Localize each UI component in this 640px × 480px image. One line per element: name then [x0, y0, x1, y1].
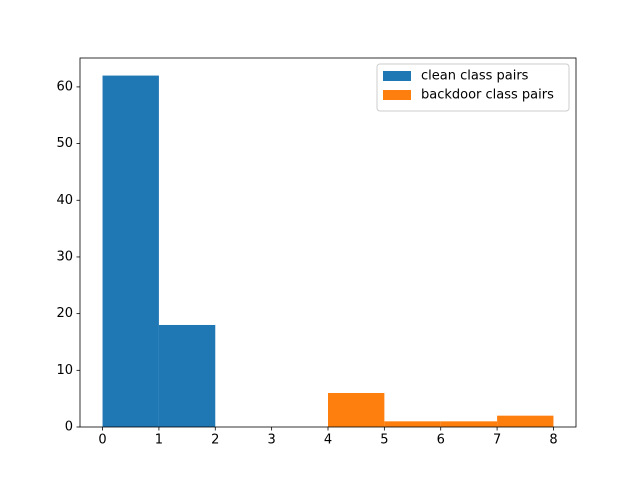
y-tick-label: 30 — [56, 249, 73, 264]
x-tick-label: 6 — [437, 433, 445, 448]
bar — [158, 324, 216, 427]
bar — [440, 421, 498, 427]
x-tick-label: 3 — [267, 433, 275, 448]
legend-swatch — [383, 90, 411, 100]
y-tick-label: 20 — [56, 306, 73, 321]
y-tick-label: 0 — [65, 420, 73, 435]
legend-label: backdoor class pairs — [421, 88, 554, 103]
x-tick-label: 5 — [380, 433, 388, 448]
axes-frame — [79, 57, 577, 428]
bar — [497, 415, 554, 427]
x-tick-label: 8 — [549, 433, 557, 448]
legend-label: clean class pairs — [421, 69, 529, 84]
bar — [328, 392, 385, 427]
bar — [102, 75, 159, 428]
x-tick-label: 0 — [98, 433, 106, 448]
x-tick-label: 4 — [324, 433, 332, 448]
legend-box — [376, 63, 570, 112]
x-tick-label: 2 — [211, 433, 219, 448]
y-tick-label: 60 — [56, 79, 73, 94]
y-tick-label: 50 — [56, 136, 73, 151]
x-tick-label: 1 — [155, 433, 163, 448]
bar — [384, 421, 441, 427]
y-tick-label: 40 — [56, 193, 73, 208]
legend-swatch — [383, 71, 411, 81]
y-tick-label: 10 — [56, 363, 73, 378]
x-tick-label: 7 — [493, 433, 501, 448]
